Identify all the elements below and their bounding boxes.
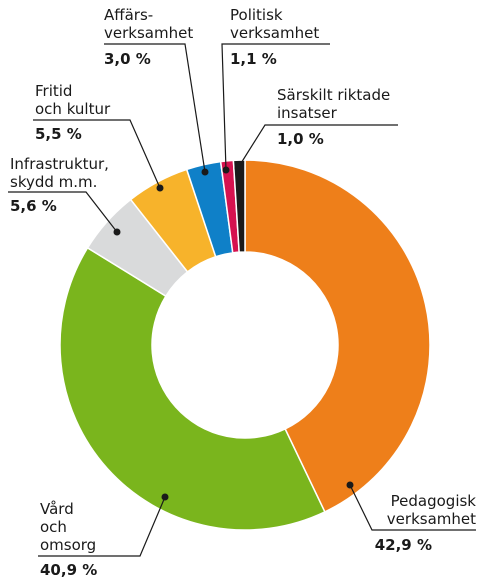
leader-dot	[222, 166, 230, 174]
donut-slice	[59, 246, 326, 531]
leader-dot	[113, 228, 121, 236]
value-label: 42,9 %	[374, 536, 432, 554]
leader-dot	[346, 481, 354, 489]
category-label: Pedagogisk verksamhet	[386, 492, 476, 528]
leader-line	[237, 124, 398, 169]
value-label: 1,0 %	[277, 130, 324, 148]
leader-dot	[201, 168, 209, 176]
leader-line	[8, 191, 118, 233]
category-label: Fritid och kultur	[35, 82, 111, 118]
donut-slice	[232, 159, 246, 253]
leader-dot	[156, 184, 164, 192]
category-label: Särskilt riktade insatser	[277, 86, 391, 122]
donut-slice	[244, 159, 431, 513]
value-label: 1,1 %	[230, 50, 277, 68]
category-label: Vård och omsorg	[40, 500, 97, 554]
leader-line	[104, 43, 206, 173]
value-label: 40,9 %	[40, 561, 98, 579]
leader-dot	[234, 164, 242, 172]
leader-line	[38, 496, 166, 557]
leader-line	[33, 119, 161, 189]
category-label: Infrastruktur, skydd m.m.	[10, 155, 109, 191]
category-label: Politisk verksamhet	[230, 6, 320, 42]
leader-dot	[161, 493, 169, 501]
value-label: 3,0 %	[104, 50, 151, 68]
value-label: 5,6 %	[10, 197, 57, 215]
category-label: Affärs- verksamhet	[104, 6, 194, 42]
leader-line	[349, 484, 476, 531]
value-label: 5,5 %	[35, 125, 82, 143]
leader-line	[221, 43, 330, 171]
